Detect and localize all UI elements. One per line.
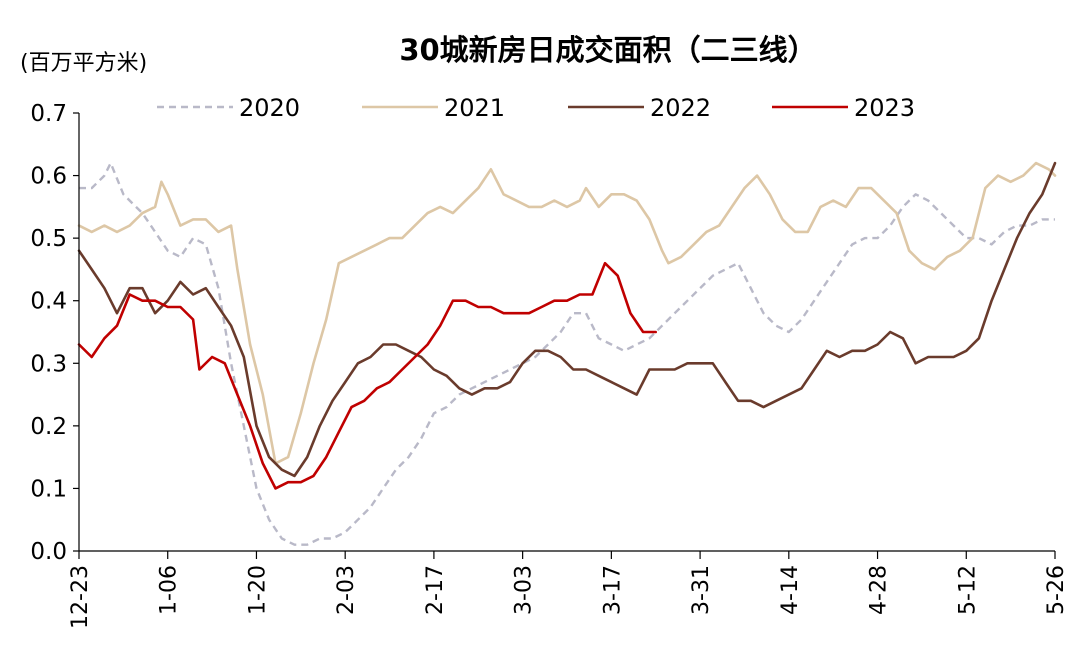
- x-tick-label: 1-06: [157, 565, 182, 615]
- legend-label-2021: 2021: [444, 94, 505, 122]
- series-lines: [77, 161, 1057, 546]
- y-tick-label: 0.6: [30, 164, 67, 190]
- y-axis-unit-label: (百万平方米): [20, 51, 147, 76]
- x-tick-label: 12-23: [68, 565, 93, 629]
- series-line-2021: [77, 161, 1057, 465]
- legend-label-2022: 2022: [650, 94, 711, 122]
- y-tick-label: 0.5: [30, 226, 67, 252]
- x-tick-label: 3-03: [512, 565, 537, 615]
- series-line-2022: [77, 161, 1057, 478]
- y-tick-label: 0.0: [30, 539, 67, 565]
- y-axis-ticks: 0.0 0.1 0.2 0.3 0.4 0.5 0.6 0.7: [30, 101, 79, 565]
- x-tick-label: 1-20: [245, 565, 270, 615]
- legend-label-2023: 2023: [854, 94, 915, 122]
- x-tick-label: 3-31: [689, 565, 714, 615]
- y-tick-label: 0.3: [30, 351, 67, 377]
- x-tick-label: 5-12: [955, 565, 980, 615]
- y-tick-label: 0.7: [30, 101, 67, 127]
- chart-title: 30城新房日成交面积（二三线）: [399, 33, 816, 67]
- y-tick-label: 0.4: [30, 289, 67, 315]
- x-tick-label: 4-28: [867, 565, 892, 615]
- x-tick-label: 2-17: [423, 565, 448, 615]
- y-tick-label: 0.1: [30, 476, 67, 502]
- legend-label-2020: 2020: [239, 94, 300, 122]
- series-line-2020: [79, 161, 1055, 546]
- x-axis-ticks: 12-23 1-06 1-20 2-03 2-17 3-03 3-17 3-31 4-14 4-2…: [68, 551, 1069, 629]
- x-tick-label: 3-17: [600, 565, 625, 615]
- x-tick-label: 2-03: [334, 565, 359, 615]
- x-tick-label: 5-26: [1044, 565, 1069, 615]
- series-line-2023: [77, 261, 657, 490]
- x-tick-label: 4-14: [778, 565, 803, 615]
- legend: 2020 2021 2022 2023: [157, 94, 915, 122]
- y-tick-label: 0.2: [30, 414, 67, 440]
